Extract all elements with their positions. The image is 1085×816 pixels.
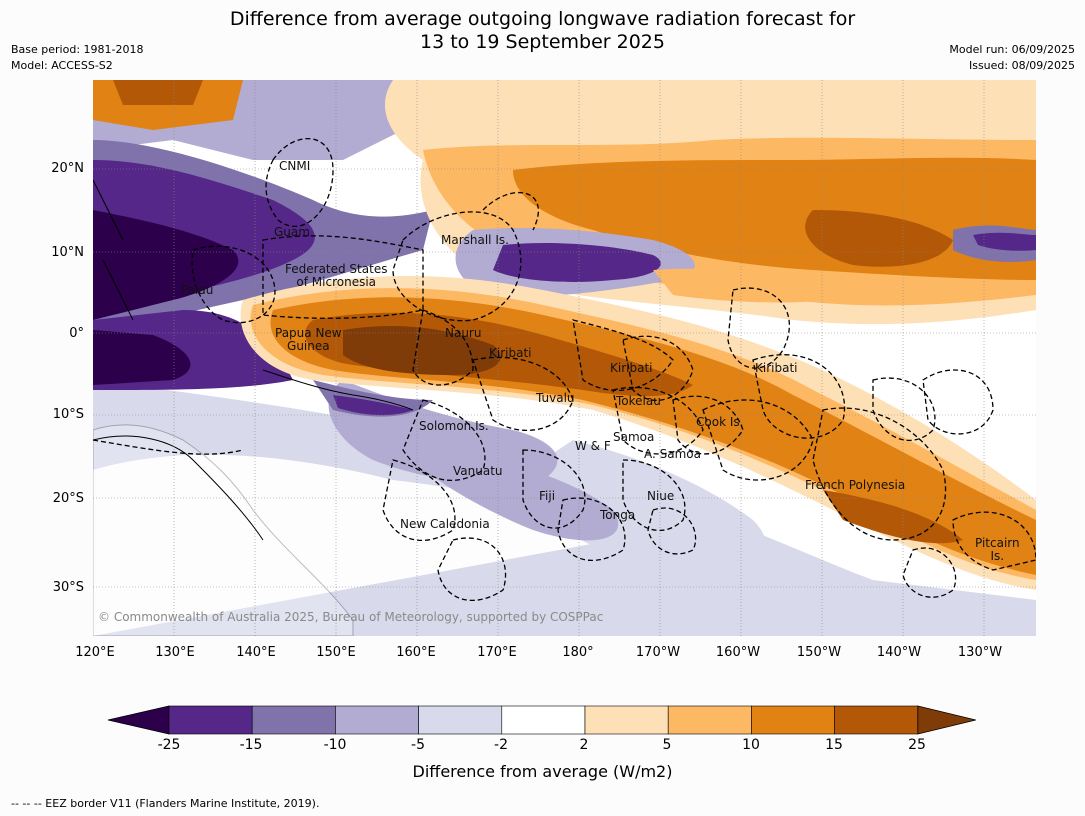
lon-tick-130e: 130°E <box>155 645 195 660</box>
label-nauru: Nauru <box>445 326 482 340</box>
lon-tick-180: 180° <box>562 645 594 660</box>
issued-date: Issued: 08/09/2025 <box>968 59 1075 72</box>
lon-tick-170w: 170°W <box>635 645 681 660</box>
base-period: Base period: 1981-2018 <box>11 43 144 56</box>
colorbar-tick: -5 <box>411 737 425 753</box>
label-kiribati-east: Kiribati <box>755 361 798 375</box>
label-wallis-futuna: W & F <box>575 439 611 453</box>
lon-tick-150w: 150°W <box>796 645 842 660</box>
label-solomon-islands: Solomon Is. <box>419 419 489 433</box>
lat-tick-20n: 20°N <box>51 161 84 176</box>
label-french-polynesia: French Polynesia <box>805 478 906 492</box>
colorbar-tick: 25 <box>908 737 926 753</box>
colorbar-swatch <box>834 705 919 735</box>
colorbar-swatch <box>168 705 253 735</box>
colorbar-swatch <box>418 705 503 735</box>
lon-tick-160w: 160°W <box>715 645 761 660</box>
colorbar-tick: -2 <box>494 737 508 753</box>
colorbar-swatch <box>584 705 669 735</box>
lat-tick-30s: 30°S <box>52 580 84 595</box>
label-guam: Guam <box>274 225 310 239</box>
lon-tick-150e: 150°E <box>316 645 356 660</box>
lat-tick-10s: 10°S <box>52 407 84 422</box>
colorbar-tick: 15 <box>825 737 843 753</box>
label-palau: Palau <box>181 283 214 297</box>
label-fsm-line1: Federated States <box>285 262 388 276</box>
label-png: Papua New Guinea <box>275 327 342 353</box>
label-samoa: Samoa <box>613 430 655 444</box>
colorbar-swatch <box>751 705 835 735</box>
map-title: Difference from average outgoing longwav… <box>0 8 1085 54</box>
lon-tick-160e: 160°E <box>396 645 436 660</box>
label-kiribati-west: Kiribati <box>489 346 532 360</box>
lon-tick-120e: 120°E <box>75 645 115 660</box>
anomaly-field <box>93 80 1036 636</box>
label-marshall-islands: Marshall Is. <box>441 233 509 247</box>
label-png-line1: Papua New <box>275 326 342 340</box>
colorbar-tick: -15 <box>239 737 263 753</box>
label-tuvalu: Tuvalu <box>536 391 575 405</box>
label-fiji: Fiji <box>539 489 556 503</box>
label-niue: Niue <box>647 489 675 503</box>
lat-tick-0: 0° <box>69 326 84 341</box>
meta-left: Base period: 1981-2018 Model: ACCESS-S2 <box>11 42 143 74</box>
model-name: Model: ACCESS-S2 <box>11 59 113 72</box>
model-run: Model run: 06/09/2025 <box>949 43 1075 56</box>
lon-tick-170e: 170°E <box>477 645 517 660</box>
colorbar-extend-min <box>107 705 170 735</box>
colorbar-swatch <box>251 705 336 735</box>
label-pitcairn: Pitcairn Is. <box>975 537 1020 563</box>
ocean-map: CNMI Guam Palau Marshall Is. Federated S… <box>93 80 1036 636</box>
label-american-samoa: A. Samoa <box>644 447 701 461</box>
title-line-1: Difference from average outgoing longwav… <box>229 8 856 30</box>
colorbar-extend-max <box>917 705 976 735</box>
colorbar-swatch <box>667 705 752 735</box>
label-new-caledonia: New Caledonia <box>400 517 490 531</box>
colorbar <box>107 705 976 735</box>
lat-tick-10n: 10°N <box>51 245 84 260</box>
label-pitcairn-line1: Pitcairn <box>975 536 1020 550</box>
label-cnmi: CNMI <box>279 159 311 173</box>
colorbar-swatch <box>501 705 586 735</box>
label-vanuatu: Vanuatu <box>453 464 503 478</box>
lon-tick-140e: 140°E <box>236 645 276 660</box>
label-cook-islands: Cook Is. <box>696 415 744 429</box>
colorbar-tick: 10 <box>742 737 760 753</box>
title-line-2: 13 to 19 September 2025 <box>420 31 665 53</box>
lon-tick-140w: 140°W <box>876 645 922 660</box>
lat-tick-20s: 20°S <box>52 491 84 506</box>
colorbar-tick: -10 <box>323 737 347 753</box>
label-tonga: Tonga <box>600 508 636 522</box>
label-fsm: Federated States of Micronesia <box>285 263 387 289</box>
colorbar-tick: 5 <box>662 737 672 753</box>
eez-legend: -- -- -- EEZ border V11 (Flanders Marine… <box>11 797 320 810</box>
label-kiribati-central: Kiribati <box>610 361 653 375</box>
colorbar-swatch <box>335 705 419 735</box>
lon-tick-130w: 130°W <box>957 645 1003 660</box>
colorbar-tick: -25 <box>157 737 181 753</box>
label-tokelau: Tokelau <box>616 394 661 408</box>
label-png-line2: Guinea <box>287 339 330 353</box>
label-fsm-line2: of Micronesia <box>296 275 377 289</box>
colorbar-label: Difference from average (W/m2) <box>412 762 673 781</box>
colorbar-tick: 2 <box>579 737 589 753</box>
label-pitcairn-line2: Is. <box>990 549 1005 563</box>
copyright-notice: © Commonwealth of Australia 2025, Bureau… <box>98 610 604 624</box>
meta-right: Model run: 06/09/2025 Issued: 08/09/2025 <box>949 42 1075 74</box>
